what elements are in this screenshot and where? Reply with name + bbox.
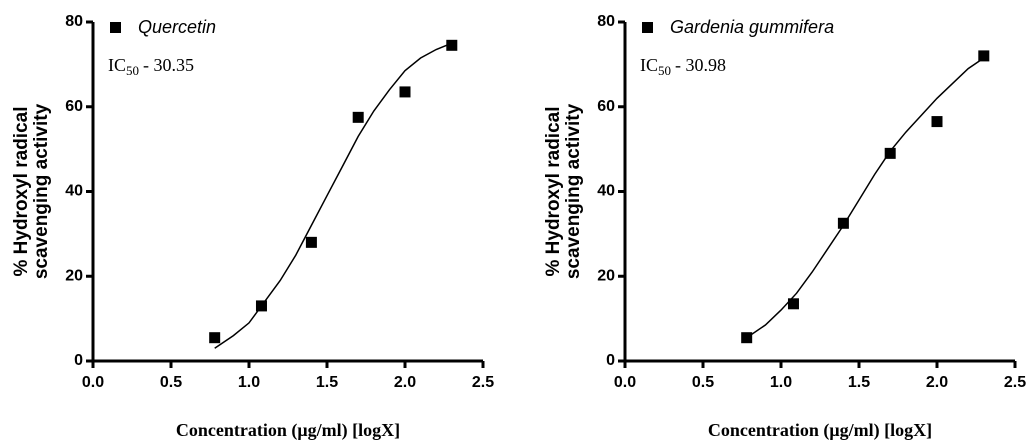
annotation-text: - 30.98 (675, 55, 726, 75)
x-tick-label: 2.0 (926, 374, 948, 391)
x-tick-label: 0.5 (692, 374, 714, 391)
y-axis-title: scavenging activity (31, 103, 52, 279)
y-tick-label: 20 (65, 267, 83, 284)
data-point (741, 332, 753, 344)
data-point (255, 300, 267, 312)
x-tick-label: 1.0 (770, 374, 792, 391)
fit-curve (214, 42, 453, 349)
y-tick-label: 40 (597, 183, 615, 200)
y-tick-label: 60 (597, 98, 615, 115)
y-axis-title: % Hydroxyl radical (543, 106, 564, 276)
legend-label: Quercetin (138, 17, 216, 37)
y-tick-label: 80 (65, 13, 83, 30)
x-tick-label: 1.5 (848, 374, 870, 391)
y-tick-label: 40 (65, 183, 83, 200)
annotation-prefix: IC (640, 55, 658, 75)
x-tick-label: 2.5 (1004, 374, 1026, 391)
y-tick-label: 80 (597, 13, 615, 30)
x-tick-label: 2.0 (394, 374, 416, 391)
data-point (884, 147, 896, 159)
x-tick-label: 2.5 (472, 374, 494, 391)
data-point (931, 116, 943, 128)
x-tick-label: 0.5 (160, 374, 182, 391)
y-axis-title: % Hydroxyl radical (11, 106, 32, 276)
annotation-prefix: IC (108, 55, 126, 75)
data-point (837, 217, 849, 229)
y-axis-title: scavenging activity (563, 103, 584, 279)
data-point (209, 332, 221, 344)
x-axis-title: Concentration (μg/ml) [logX] (708, 420, 932, 441)
fit-curve (746, 57, 985, 339)
x-tick-label: 0.0 (82, 374, 104, 391)
legend-label: Gardenia gummifera (670, 17, 834, 37)
legend-marker (110, 22, 121, 33)
data-point (305, 236, 317, 248)
y-tick-label: 0 (606, 352, 615, 369)
data-point (352, 111, 364, 123)
annotation: IC50 - 30.35 (108, 55, 194, 78)
x-axis-title: Concentration (μg/ml) [logX] (176, 420, 400, 441)
data-point (399, 86, 411, 98)
y-tick-label: 0 (74, 352, 83, 369)
data-point (446, 39, 458, 51)
data-point (787, 298, 799, 310)
x-tick-label: 1.0 (238, 374, 260, 391)
y-tick-label: 20 (597, 267, 615, 284)
x-tick-label: 0.0 (614, 374, 636, 391)
annotation-subscript: 50 (126, 63, 139, 78)
legend-marker (642, 22, 653, 33)
annotation-text: - 30.35 (143, 55, 194, 75)
annotation: IC50 - 30.98 (640, 55, 726, 78)
y-tick-label: 60 (65, 98, 83, 115)
annotation-subscript: 50 (658, 63, 671, 78)
x-tick-label: 1.5 (316, 374, 338, 391)
data-point (978, 50, 990, 62)
